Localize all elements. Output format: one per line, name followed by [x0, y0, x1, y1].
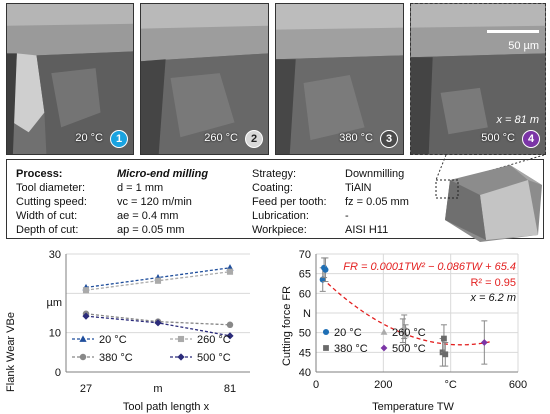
legend-marker	[380, 328, 388, 335]
process-label: Process:	[16, 168, 63, 180]
width-of-cut-value: ae = 0.4 mm	[117, 210, 179, 222]
panel-temp-label: 500 °C	[481, 132, 515, 144]
end-mill-tool-image	[435, 154, 545, 242]
sem-image-2	[141, 4, 268, 154]
legend-entry: 20 °C	[99, 334, 127, 346]
x-tick-label: 81	[224, 383, 236, 395]
flank-wear-plot: Flank Wear VBe µm Tool path length x 0 10…	[5, 249, 250, 413]
fit-equation: FR = 0.0001TW² − 0.086TW + 65.4	[343, 261, 516, 273]
legend-entry: 260 °C	[392, 327, 426, 339]
y-axis-title: Cutting force FR	[281, 286, 293, 366]
zoom-callout-line	[435, 154, 447, 181]
sem-image-4	[411, 4, 545, 154]
y-tick-label: 0	[55, 367, 61, 379]
panel-temp-label: 380 °C	[339, 132, 373, 144]
fit-r-squared: R² = 0.95	[470, 277, 516, 289]
panel-badge-1: 1	[110, 130, 128, 148]
panel-temp-label: 20 °C	[75, 132, 103, 144]
y-axis-unit: µm	[46, 297, 62, 309]
x-tick-label: 27	[80, 383, 92, 395]
panel-badge-2: 2	[245, 130, 263, 148]
y-tick-label: 45	[299, 347, 311, 359]
cutting-speed-label: Cutting speed:	[16, 196, 87, 208]
workpiece-label: Workpiece:	[252, 224, 307, 236]
panel-badge-4: 4	[522, 130, 540, 148]
panel-temp-label: 260 °C	[204, 132, 238, 144]
legend-marker	[380, 344, 388, 352]
legend-marker	[323, 345, 329, 351]
coating-label: Coating:	[252, 182, 293, 194]
tool-diameter-label: Tool diameter:	[16, 182, 86, 194]
depth-of-cut-value: ap = 0.05 mm	[117, 224, 185, 236]
legend-entry: 380 °C	[334, 343, 368, 355]
y-tick-label: 70	[299, 249, 311, 261]
strategy-label: Strategy:	[252, 168, 297, 180]
y-tick-label: 30	[49, 249, 61, 261]
cutting-force-chart: Cutting force FR Temperature TW 40 45 50 N 6…	[278, 244, 550, 414]
x-axis-title: Temperature TW	[372, 401, 454, 413]
sem-panel-2: 260 °C 2	[140, 3, 269, 155]
x-tick-label: 200	[374, 379, 392, 391]
lubrication-value: -	[345, 210, 349, 222]
legend-marker	[177, 353, 185, 361]
y-tick-label: 50	[299, 328, 311, 340]
sem-panel-4: 50 µm x = 81 m 500 °C 4	[410, 3, 546, 155]
panel-badge-3: 3	[380, 130, 398, 148]
fit-path-length: x = 6.2 m	[469, 292, 516, 304]
x-tick-label: m	[153, 383, 162, 395]
process-value: Micro-end milling	[117, 168, 209, 180]
legend-entry: 500 °C	[392, 343, 426, 355]
legend-entry: 500 °C	[197, 352, 231, 364]
legend-marker	[79, 335, 87, 342]
y-tick-label: 10	[49, 328, 61, 340]
y-tick-label: N	[303, 308, 311, 320]
sem-image-1	[7, 4, 133, 154]
legend-entry: 380 °C	[99, 352, 133, 364]
legend-marker	[79, 353, 87, 361]
data-point	[402, 331, 409, 338]
feed-value: fz = 0.05 mm	[345, 196, 409, 208]
data-point	[154, 277, 162, 284]
data-point	[480, 339, 488, 346]
panel-path-length: x = 81 m	[496, 114, 540, 126]
x-tick-label: 600	[509, 379, 527, 391]
depth-of-cut-label: Depth of cut:	[16, 224, 79, 236]
sem-panel-1: 20 °C 1	[6, 3, 134, 155]
strategy-value: Downmilling	[345, 168, 405, 180]
tool-diameter-value: d = 1 mm	[117, 182, 164, 194]
legend-marker	[177, 335, 185, 343]
scale-bar-label: 50 µm	[508, 40, 539, 52]
x-axis-title: Tool path length x	[123, 401, 210, 413]
legend-marker	[322, 328, 330, 336]
flank-wear-chart: Flank Wear VBe µm Tool path length x 0 10…	[0, 244, 272, 414]
scale-bar	[487, 30, 539, 33]
x-tick-label: °C	[444, 379, 456, 391]
width-of-cut-label: Width of cut:	[16, 210, 78, 222]
data-point	[322, 266, 329, 273]
x-tick-label: 0	[313, 379, 319, 391]
coating-value: TiAlN	[345, 182, 372, 194]
y-tick-label: 40	[299, 367, 311, 379]
cutting-force-plot: Cutting force FR Temperature TW 40 45 50 N 6…	[281, 249, 527, 413]
feed-label: Feed per tooth:	[252, 196, 327, 208]
sem-image-3	[276, 4, 403, 154]
data-point	[441, 335, 447, 342]
data-point	[82, 287, 90, 294]
sem-panel-3: 380 °C 3	[275, 3, 404, 155]
legend-entry: 20 °C	[334, 327, 362, 339]
y-tick-label: 65	[299, 269, 311, 281]
legend-entry: 260 °C	[197, 334, 231, 346]
data-point	[82, 312, 90, 320]
workpiece-value: AISI H11	[345, 224, 389, 236]
data-point	[226, 268, 234, 275]
lubrication-label: Lubrication:	[252, 210, 309, 222]
data-point	[442, 351, 449, 358]
y-tick-label: 60	[299, 288, 311, 300]
y-axis-title: Flank Wear VBe	[5, 312, 17, 392]
data-point	[226, 321, 234, 329]
cutting-speed-value: vc = 120 m/min	[117, 196, 192, 208]
